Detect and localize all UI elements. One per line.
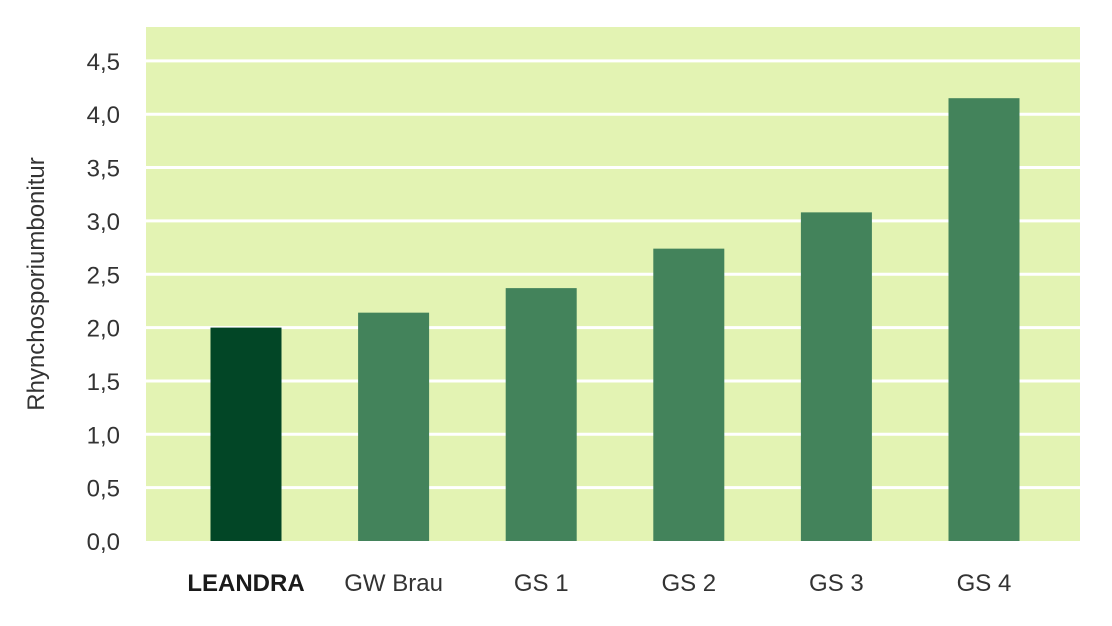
x-axis-labels: LEANDRA GW Brau GS 1 GS 2 GS 3 GS 4 (187, 570, 1011, 597)
y-tick-label: 3,5 (87, 156, 120, 183)
y-tick-label: 0,0 (87, 529, 120, 556)
bar-leandra (210, 327, 282, 541)
y-axis-title: Rhynchosporiumbonitur (23, 157, 50, 410)
x-tick-label: GS 3 (809, 570, 864, 597)
bar-gs-4 (948, 98, 1020, 541)
y-axis-ticks: 0,0 0,5 1,0 1,5 2,0 2,5 3,0 3,5 4,0 4,5 (87, 49, 120, 556)
bars (210, 98, 1020, 541)
gridlines (146, 59, 1080, 490)
y-tick-label: 0,5 (87, 476, 120, 503)
x-tick-label: LEANDRA (187, 570, 304, 597)
x-tick-label: GW Brau (344, 570, 443, 597)
x-tick-label: GS 1 (514, 570, 569, 597)
y-tick-label: 2,5 (87, 262, 120, 289)
x-tick-label: GS 4 (957, 570, 1012, 597)
bar-gs-1 (505, 288, 577, 541)
y-tick-label: 2,0 (87, 316, 120, 343)
bar-gs-3 (800, 212, 872, 541)
y-tick-label: 4,0 (87, 102, 120, 129)
plot-background (146, 27, 1080, 541)
y-tick-label: 1,0 (87, 422, 120, 449)
bar-gw-brau (358, 312, 430, 541)
y-tick-label: 3,0 (87, 209, 120, 236)
y-tick-label: 4,5 (87, 49, 120, 76)
x-tick-label: GS 2 (661, 570, 716, 597)
y-tick-label: 1,5 (87, 369, 120, 396)
bar-gs-2 (653, 248, 725, 541)
